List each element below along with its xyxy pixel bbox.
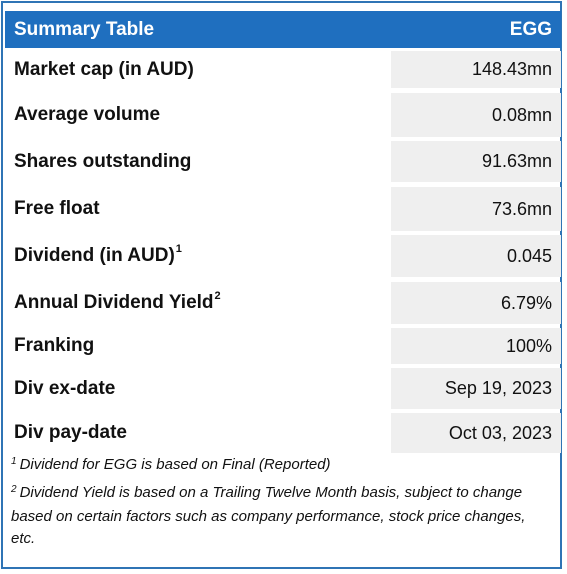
table-title: Summary Table bbox=[14, 18, 155, 40]
row-label: Average volume bbox=[5, 93, 388, 137]
row-value: 6.79% bbox=[391, 282, 561, 324]
row-value: 0.045 bbox=[391, 235, 561, 277]
footnote: 1 Dividend for EGG is based on Final (Rep… bbox=[11, 456, 331, 473]
footnote: 2 Dividend Yield is based on a Trailing T… bbox=[11, 484, 526, 547]
footnotes: 1 Dividend for EGG is based on Final (Rep… bbox=[11, 454, 551, 550]
row-label: Dividend (in AUD) 1 bbox=[5, 235, 388, 277]
footnote-marker: 1 bbox=[175, 243, 182, 255]
row-value: Oct 03, 2023 bbox=[391, 413, 561, 453]
row-label: Franking bbox=[5, 328, 388, 364]
footnote-marker: 2 bbox=[214, 290, 221, 302]
row-label: Div pay-date bbox=[5, 413, 388, 453]
table-row: Average volume 0.08mn bbox=[5, 93, 561, 137]
row-value: Sep 19, 2023 bbox=[391, 368, 561, 409]
table-row: Market cap (in AUD) 148.43mn bbox=[5, 51, 561, 88]
row-value: 100% bbox=[391, 328, 561, 364]
row-label: Shares outstanding bbox=[5, 141, 388, 182]
table-row: Free float 73.6mn bbox=[5, 187, 561, 231]
table-row: Div pay-date Oct 03, 2023 bbox=[5, 413, 561, 453]
row-label: Annual Dividend Yield 2 bbox=[5, 282, 388, 324]
ticker-label: EGG bbox=[509, 18, 552, 40]
table-row: Annual Dividend Yield 2 6.79% bbox=[5, 282, 561, 324]
row-value: 148.43mn bbox=[391, 51, 561, 88]
row-value: 0.08mn bbox=[391, 93, 561, 137]
table-row: Dividend (in AUD) 1 0.045 bbox=[5, 235, 561, 277]
table-row: Franking 100% bbox=[5, 328, 561, 364]
row-value: 91.63mn bbox=[391, 141, 561, 182]
table-header: Summary Table EGG bbox=[5, 11, 561, 48]
row-value: 73.6mn bbox=[391, 187, 561, 231]
table-row: Shares outstanding 91.63mn bbox=[5, 141, 561, 182]
row-label: Free float bbox=[5, 187, 388, 231]
table-row: Div ex-date Sep 19, 2023 bbox=[5, 368, 561, 409]
row-label: Market cap (in AUD) bbox=[5, 51, 388, 88]
row-label: Div ex-date bbox=[5, 368, 388, 409]
